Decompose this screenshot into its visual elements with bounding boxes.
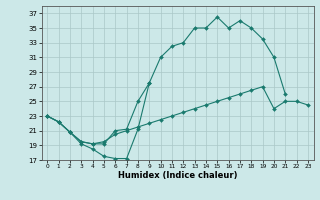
X-axis label: Humidex (Indice chaleur): Humidex (Indice chaleur) <box>118 171 237 180</box>
